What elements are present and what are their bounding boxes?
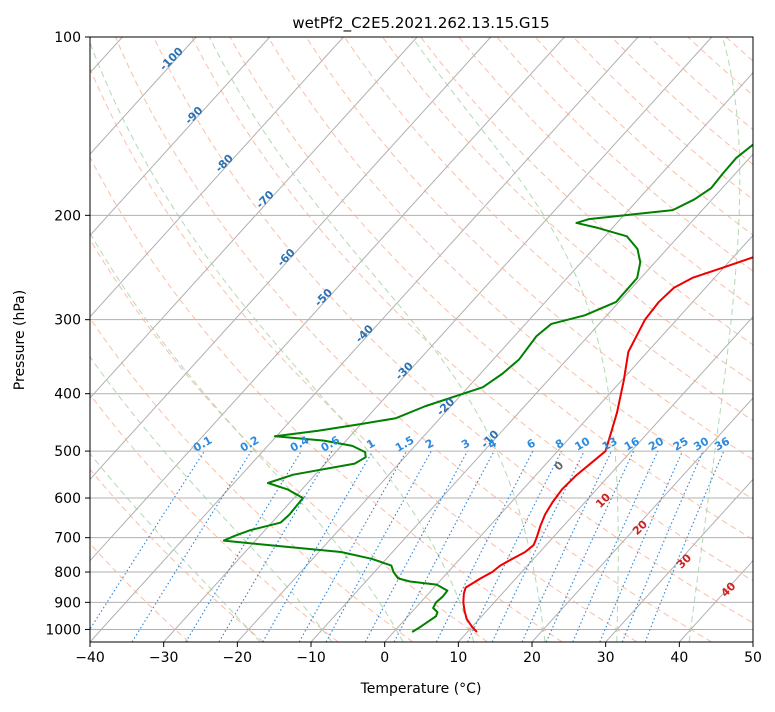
mixing-ratio-line: [90, 450, 205, 631]
moist-adiabat: [208, 37, 546, 642]
x-tick-label: −40: [75, 650, 105, 666]
y-tick-label: 400: [54, 387, 81, 403]
y-tick-label: 100: [54, 30, 81, 46]
dry-adiabat: [191, 37, 753, 582]
mixing-ratio-line: [298, 450, 407, 642]
plot-frame: [89, 36, 754, 643]
moist-adiabat: [90, 355, 333, 642]
dry-adiabat: [90, 542, 190, 642]
mixing-ratio-line: [364, 450, 468, 642]
isotherm-line: [457, 315, 753, 642]
mixing-ratio-line: [185, 450, 302, 642]
x-tick-label: 0: [380, 650, 389, 666]
isotherm-line: [90, 37, 639, 642]
dry-adiabat: [90, 393, 339, 642]
dry-adiabat: [114, 37, 712, 642]
x-tick-label: −30: [149, 650, 179, 666]
moist-adiabat: [90, 41, 475, 642]
moist-adiabat: [411, 37, 619, 642]
moist-adiabat: [90, 232, 404, 642]
y-tick-label: 300: [54, 313, 81, 329]
isotherm-line: [605, 478, 753, 642]
x-tick-label: 10: [449, 650, 467, 666]
y-axis-label: Pressure (hPa): [12, 290, 28, 390]
profile-lines: [222, 143, 753, 633]
dry-adiabat: [229, 37, 753, 541]
isotherm-line: [90, 37, 418, 399]
x-axis-label: Temperature (°C): [360, 681, 482, 697]
x-tick-label: 40: [670, 650, 688, 666]
isotherm-line: [90, 37, 565, 562]
x-tick-label: −10: [296, 650, 326, 666]
dewpoint-line: [222, 143, 753, 633]
dry-adiabat: [153, 37, 753, 624]
y-tick-label: 200: [54, 208, 81, 224]
dry-adiabat: [90, 468, 264, 642]
y-tick-label: 900: [54, 595, 81, 611]
x-tick-label: 30: [597, 650, 615, 666]
x-tick-label: 50: [744, 650, 762, 666]
isotherm-line: [384, 234, 753, 642]
isotherm-line: [163, 37, 713, 642]
mixing-ratio-line: [467, 450, 562, 642]
isotherm-line: [90, 37, 271, 237]
y-tick-label: 600: [54, 491, 81, 507]
mixing-ratio-line: [599, 450, 684, 642]
dry-adiabat: [305, 37, 753, 461]
mixing-ratio-line: [325, 450, 432, 642]
isotherm-line: [531, 397, 753, 642]
moist-adiabat: [90, 452, 261, 642]
y-tick-label: 500: [54, 444, 81, 460]
isotherm-line: [90, 37, 492, 481]
dry-adiabat: [458, 37, 753, 309]
axes: −40 −30 −20 −10 0 10 20 30 40 50 100 200 300 400 500 60…: [45, 30, 762, 666]
mixing-ratio-line: [644, 450, 725, 642]
temperature-line: [462, 256, 753, 633]
isotherm-line: [236, 72, 753, 642]
dry-adiabat: [267, 37, 753, 500]
dry-adiabat: [90, 156, 563, 642]
y-tick-label: 700: [54, 531, 81, 547]
y-tick-label: 800: [54, 565, 81, 581]
mixing-ratio-line: [572, 450, 659, 642]
y-tick-label: 1000: [45, 622, 81, 638]
moist-adiabat: [688, 37, 741, 642]
dry-adiabat: [90, 238, 488, 642]
x-tick-label: 20: [523, 650, 541, 666]
background-lines: [90, 37, 753, 642]
isotherm-line: [90, 37, 344, 318]
mixing-ratio-line: [621, 450, 704, 642]
chart-title: wetPf2_C2E5.2021.262.13.15.G15: [292, 14, 549, 33]
x-tick-label: −20: [223, 650, 253, 666]
isotherm-line: [90, 37, 197, 155]
mixing-ratio-line: [435, 450, 534, 642]
